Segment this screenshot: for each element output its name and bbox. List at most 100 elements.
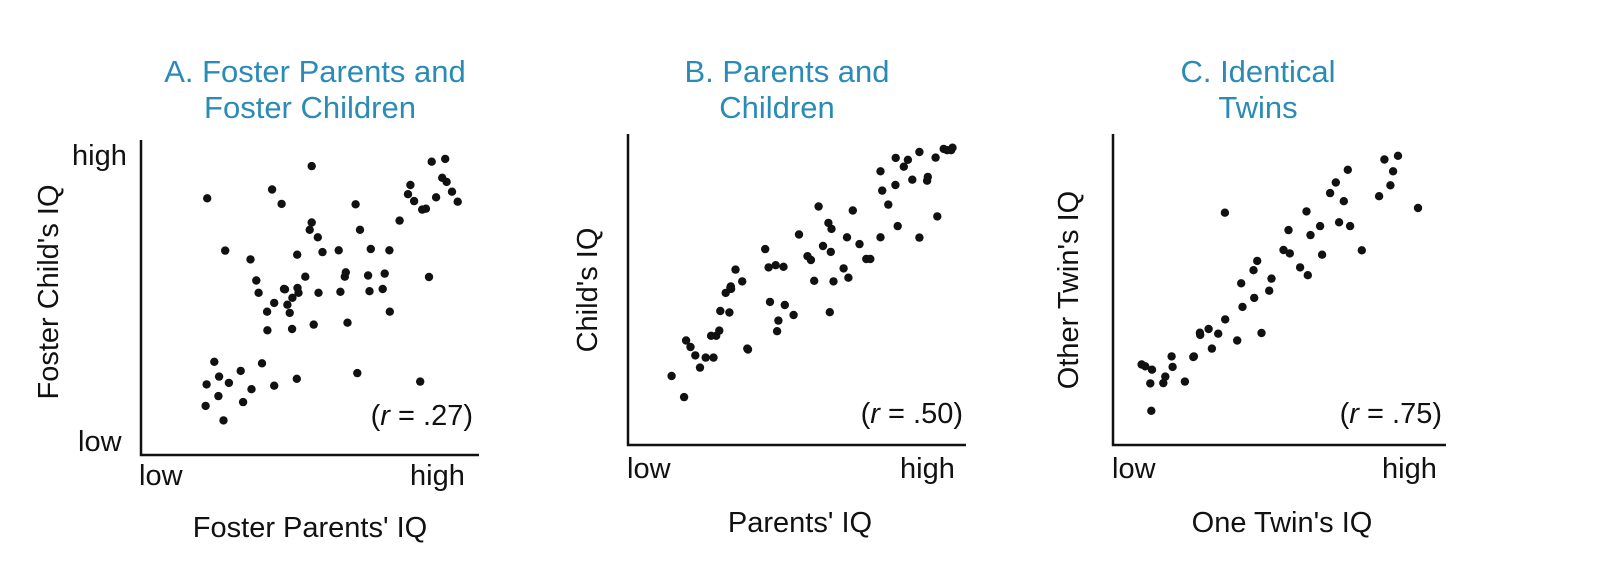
panel-c-point-47 — [1168, 362, 1177, 372]
panel-b-point-12 — [731, 265, 740, 274]
panel-a-point-2 — [210, 357, 219, 366]
panel-a-point-10 — [293, 250, 302, 259]
panel-b-xlabel: Parents' IQ — [728, 507, 872, 539]
panel-c: C. Identical Twins low high One Twin's I… — [1053, 54, 1446, 539]
panel-a-point-54 — [441, 154, 450, 164]
panel-c-point-13 — [1221, 315, 1230, 324]
panel-b-point-54 — [893, 221, 902, 231]
panel-c-point-40 — [1386, 181, 1395, 190]
panel-b-point-19 — [772, 327, 782, 336]
panel-a-point-38 — [378, 284, 387, 294]
panel-b-point-8 — [716, 306, 725, 316]
panel-a-point-30 — [318, 247, 327, 257]
panel-a-point-52 — [447, 187, 457, 196]
panel-a-point-59 — [247, 385, 256, 394]
panel-c-point-36 — [1357, 246, 1367, 255]
panel-c-point-32 — [1334, 218, 1344, 227]
panel-a-point-25 — [285, 308, 294, 318]
panel-c-point-21 — [1267, 274, 1276, 283]
panel-c-point-3 — [1147, 406, 1156, 415]
panel-c-point-28 — [1315, 221, 1325, 231]
panel-a-point-35 — [355, 225, 365, 234]
panel-a-point-63 — [257, 359, 267, 368]
panel-a-point-17 — [252, 276, 261, 285]
panel-c-point-20 — [1265, 286, 1274, 295]
panel-c-point-30 — [1325, 188, 1335, 198]
panel-a-point-5 — [219, 416, 228, 425]
panel-a-point-47 — [424, 272, 434, 282]
panel-a-point-60 — [238, 397, 248, 407]
panel-a-point-48 — [431, 193, 441, 202]
panel-b-point-67 — [715, 326, 724, 335]
panel-b-point-6 — [709, 353, 718, 362]
panel-b-point-44 — [908, 175, 917, 184]
panel-a-point-43 — [403, 190, 413, 199]
panel-b-point-43 — [915, 147, 924, 157]
panel-b-point-64 — [726, 284, 736, 294]
panel-c-point-35 — [1345, 221, 1355, 231]
panel-c-point-16 — [1237, 279, 1246, 288]
panel-a-point-23 — [280, 285, 290, 294]
panel-c-point-43 — [1303, 271, 1313, 280]
panel-b-point-42 — [903, 155, 913, 164]
panel-a-point-58 — [270, 381, 279, 390]
panel-c-point-4 — [1159, 378, 1168, 388]
panel-a-point-65 — [334, 246, 343, 255]
panel-a-point-55 — [416, 377, 425, 386]
panel-b-point-18 — [771, 261, 780, 270]
panel-b-point-4 — [691, 351, 700, 360]
panel-a-xtick-high: high — [410, 460, 465, 492]
panel-c-point-24 — [1284, 225, 1293, 235]
panel-c-points — [1137, 151, 1423, 415]
panel-b-ylabel: Child's IQ — [572, 228, 604, 353]
panel-a-point-8 — [267, 185, 277, 194]
panel-a-point-4 — [214, 372, 224, 381]
panel-b-point-53 — [915, 233, 924, 242]
panel-a-axes — [139, 140, 479, 457]
panel-b-point-1 — [679, 392, 689, 402]
panel-b-point-17 — [764, 263, 773, 272]
panel-c-point-11 — [1214, 329, 1223, 338]
panel-c-ylabel: Other Twin's IQ — [1053, 191, 1085, 389]
panel-a-ytick-low: low — [78, 426, 123, 458]
panel-a-point-39 — [380, 269, 389, 278]
panel-a-point-32 — [336, 287, 345, 296]
panel-a-point-61 — [236, 366, 245, 376]
panel-b-point-36 — [876, 167, 885, 176]
panel-b-point-55 — [876, 233, 885, 242]
panel-b-point-2 — [681, 336, 691, 345]
panel-b-point-33 — [848, 206, 857, 215]
panel-a-point-12 — [288, 293, 297, 302]
panel-c-point-25 — [1295, 263, 1305, 272]
panel-c-point-2 — [1147, 365, 1157, 374]
panel-b-point-47 — [931, 153, 940, 162]
panel-a-point-56 — [353, 368, 362, 378]
panel-b-point-23 — [794, 230, 804, 239]
panel-a-point-18 — [254, 288, 263, 297]
panel-a-point-9 — [277, 199, 286, 209]
panel-a-point-34 — [351, 200, 360, 209]
panel-b-title-line-1: B. Parents and — [684, 54, 889, 89]
panel-a-point-40 — [385, 307, 394, 316]
panel-c-point-6 — [1180, 377, 1190, 386]
panel-b-point-13 — [738, 277, 747, 286]
panel-a-points — [201, 154, 462, 425]
panel-c-point-22 — [1279, 245, 1288, 255]
panel-c-point-18 — [1250, 293, 1259, 303]
panel-c-point-41 — [1393, 151, 1403, 160]
panel-b-xtick-low: low — [627, 453, 672, 485]
panel-a-point-33 — [343, 318, 352, 327]
panel-c-point-29 — [1317, 250, 1327, 259]
panel-b-point-60 — [818, 241, 828, 251]
panel-a-point-11 — [301, 272, 310, 281]
panel-c-point-33 — [1339, 197, 1349, 206]
panel-a-ylabel: Foster Child's IQ — [33, 184, 65, 399]
panel-a-point-0 — [203, 194, 212, 203]
panel-c-xlabel: One Twin's IQ — [1192, 507, 1373, 539]
panel-a-point-26 — [287, 324, 297, 334]
panel-a-point-66 — [363, 271, 373, 280]
panel-a-point-69 — [305, 225, 314, 234]
panel-c-point-15 — [1238, 302, 1247, 312]
panel-b-point-61 — [789, 310, 798, 320]
panel-b-point-29 — [824, 218, 833, 228]
